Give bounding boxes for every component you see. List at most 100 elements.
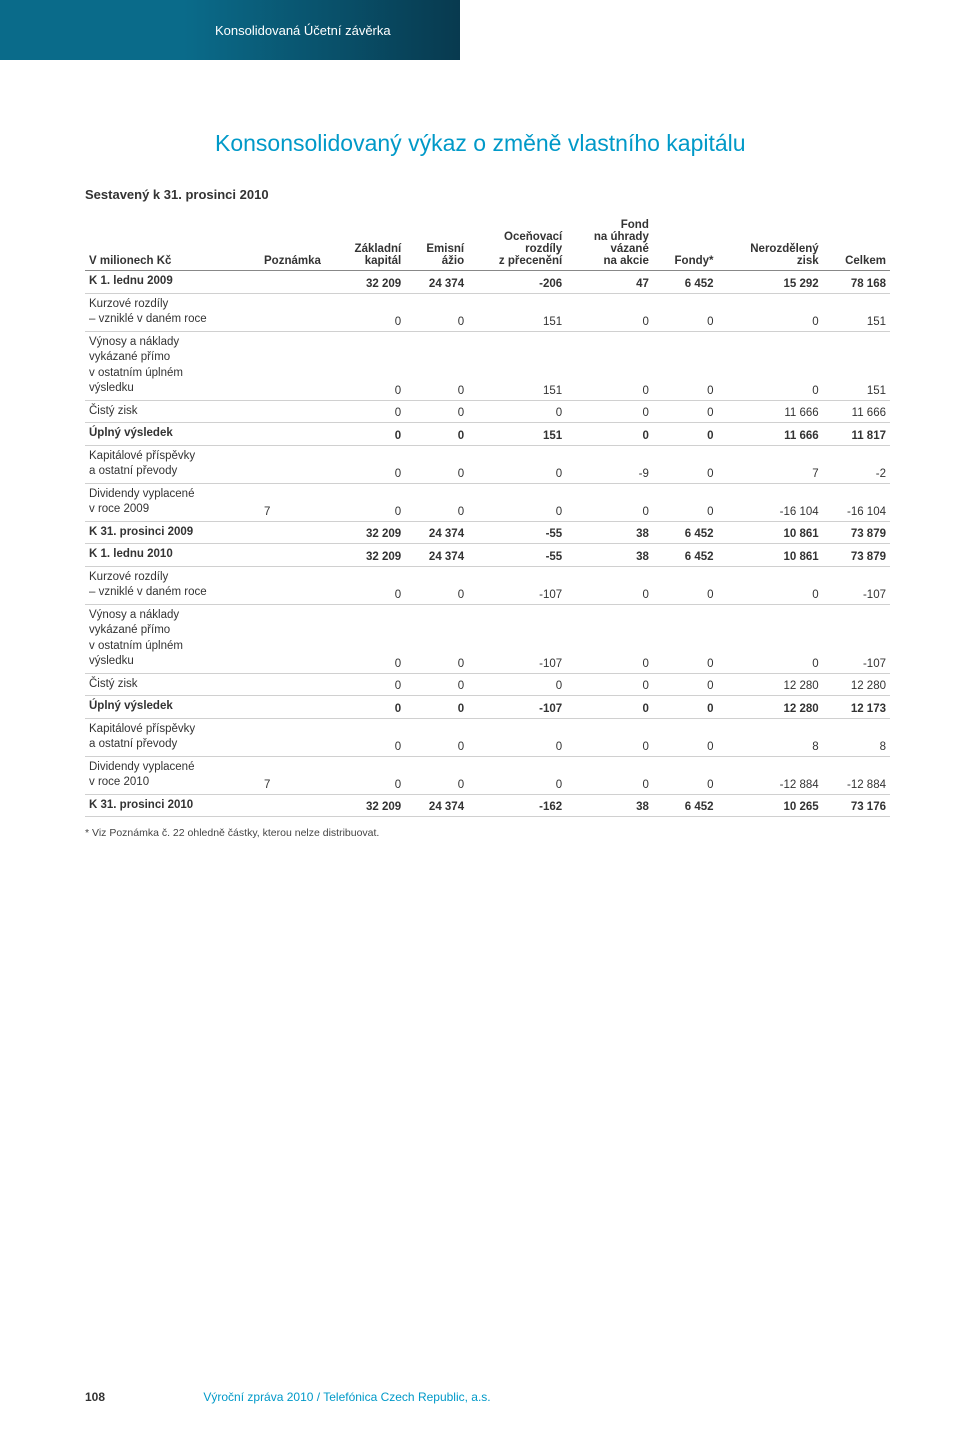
cell-c3: 0 bbox=[468, 400, 566, 423]
cell-c7: -2 bbox=[823, 445, 890, 483]
cell-label: Čistý zisk bbox=[85, 673, 260, 696]
table-row: Čistý zisk0000011 66611 666 bbox=[85, 400, 890, 423]
cell-c2: 24 374 bbox=[405, 544, 468, 567]
col-fond: Fond na úhrady vázané na akcie bbox=[566, 216, 653, 271]
cell-c6: 0 bbox=[718, 293, 823, 331]
cell-pozn bbox=[260, 400, 330, 423]
cell-c1: 0 bbox=[330, 696, 405, 719]
cell-pozn bbox=[260, 566, 330, 604]
cell-c2: 0 bbox=[405, 696, 468, 719]
cell-pozn: 7 bbox=[260, 756, 330, 794]
cell-c3: 0 bbox=[468, 756, 566, 794]
table-row: Kurzové rozdíly– vzniklé v daném roce001… bbox=[85, 293, 890, 331]
cell-c4: 0 bbox=[566, 423, 653, 446]
table-row: Čistý zisk0000012 28012 280 bbox=[85, 673, 890, 696]
cell-c5: 0 bbox=[653, 718, 718, 756]
cell-label: K 31. prosinci 2010 bbox=[85, 794, 260, 817]
cell-c3: -107 bbox=[468, 696, 566, 719]
cell-c4: 0 bbox=[566, 673, 653, 696]
cell-c6: 0 bbox=[718, 566, 823, 604]
cell-c2: 0 bbox=[405, 604, 468, 673]
cell-label: Dividendy vyplacenév roce 2009 bbox=[85, 483, 260, 521]
table-row: Dividendy vyplacenév roce 2009700000-16 … bbox=[85, 483, 890, 521]
cell-pozn bbox=[260, 696, 330, 719]
cell-c2: 0 bbox=[405, 673, 468, 696]
header-ribbon: Konsolidovaná Účetní závěrka bbox=[0, 0, 460, 60]
cell-c6: 15 292 bbox=[718, 271, 823, 294]
cell-c6: 10 861 bbox=[718, 544, 823, 567]
cell-c1: 0 bbox=[330, 756, 405, 794]
cell-c3: 151 bbox=[468, 423, 566, 446]
cell-c5: 6 452 bbox=[653, 794, 718, 817]
cell-c6: 8 bbox=[718, 718, 823, 756]
table-body: K 1. lednu 200932 20924 374-206476 45215… bbox=[85, 271, 890, 817]
cell-c5: 0 bbox=[653, 673, 718, 696]
cell-c5: 0 bbox=[653, 293, 718, 331]
cell-label: K 31. prosinci 2009 bbox=[85, 521, 260, 544]
cell-c2: 0 bbox=[405, 756, 468, 794]
cell-c1: 32 209 bbox=[330, 521, 405, 544]
col-nerozdeleny: Nerozdělený zisk bbox=[718, 216, 823, 271]
cell-c2: 24 374 bbox=[405, 521, 468, 544]
cell-c5: 0 bbox=[653, 483, 718, 521]
cell-pozn bbox=[260, 673, 330, 696]
cell-c4: 0 bbox=[566, 718, 653, 756]
cell-c7: -107 bbox=[823, 604, 890, 673]
cell-label: Čistý zisk bbox=[85, 400, 260, 423]
cell-c3: -206 bbox=[468, 271, 566, 294]
cell-c6: 11 666 bbox=[718, 400, 823, 423]
page-title: Konsonsolidovaný výkaz o změně vlastního… bbox=[215, 130, 890, 157]
cell-c4: 0 bbox=[566, 756, 653, 794]
cell-c7: 78 168 bbox=[823, 271, 890, 294]
cell-c3: 0 bbox=[468, 673, 566, 696]
table-row: K 31. prosinci 201032 20924 374-162386 4… bbox=[85, 794, 890, 817]
cell-c5: 6 452 bbox=[653, 271, 718, 294]
cell-c3: -107 bbox=[468, 566, 566, 604]
cell-c7: 12 280 bbox=[823, 673, 890, 696]
cell-c7: 11 817 bbox=[823, 423, 890, 446]
cell-c1: 0 bbox=[330, 673, 405, 696]
cell-c3: 151 bbox=[468, 331, 566, 400]
cell-c2: 0 bbox=[405, 293, 468, 331]
table-row: K 31. prosinci 200932 20924 374-55386 45… bbox=[85, 521, 890, 544]
cell-c6: 10 861 bbox=[718, 521, 823, 544]
cell-pozn bbox=[260, 331, 330, 400]
cell-c2: 24 374 bbox=[405, 271, 468, 294]
table-row: Dividendy vyplacenév roce 2010700000-12 … bbox=[85, 756, 890, 794]
cell-pozn bbox=[260, 604, 330, 673]
cell-c7: 8 bbox=[823, 718, 890, 756]
cell-c5: 0 bbox=[653, 423, 718, 446]
table-row: Úplný výsledek00-1070012 28012 173 bbox=[85, 696, 890, 719]
cell-c1: 0 bbox=[330, 331, 405, 400]
cell-c4: 0 bbox=[566, 293, 653, 331]
cell-c3: -162 bbox=[468, 794, 566, 817]
cell-c1: 0 bbox=[330, 483, 405, 521]
cell-c3: 0 bbox=[468, 718, 566, 756]
cell-c7: 151 bbox=[823, 331, 890, 400]
cell-label: K 1. lednu 2010 bbox=[85, 544, 260, 567]
table-row: K 1. lednu 200932 20924 374-206476 45215… bbox=[85, 271, 890, 294]
table-row: Výnosy a nákladyvykázané přímov ostatním… bbox=[85, 604, 890, 673]
cell-pozn bbox=[260, 271, 330, 294]
cell-c2: 0 bbox=[405, 400, 468, 423]
cell-pozn bbox=[260, 293, 330, 331]
cell-c1: 0 bbox=[330, 445, 405, 483]
cell-c3: -55 bbox=[468, 521, 566, 544]
cell-c5: 0 bbox=[653, 566, 718, 604]
cell-c1: 0 bbox=[330, 293, 405, 331]
page-content: Konsonsolidovaný výkaz o změně vlastního… bbox=[0, 60, 960, 869]
cell-c6: 12 280 bbox=[718, 673, 823, 696]
cell-c5: 0 bbox=[653, 445, 718, 483]
cell-c6: 0 bbox=[718, 604, 823, 673]
cell-c4: 0 bbox=[566, 483, 653, 521]
cell-c5: 0 bbox=[653, 756, 718, 794]
table-row: Výnosy a nákladyvykázané přímov ostatním… bbox=[85, 331, 890, 400]
cell-label: Kurzové rozdíly– vzniklé v daném roce bbox=[85, 293, 260, 331]
table-row: Kapitálové příspěvkya ostatní převody000… bbox=[85, 718, 890, 756]
table-row: Úplný výsledek001510011 66611 817 bbox=[85, 423, 890, 446]
cell-c2: 0 bbox=[405, 445, 468, 483]
cell-c7: -107 bbox=[823, 566, 890, 604]
cell-c1: 0 bbox=[330, 423, 405, 446]
cell-pozn: 7 bbox=[260, 483, 330, 521]
cell-c1: 0 bbox=[330, 566, 405, 604]
